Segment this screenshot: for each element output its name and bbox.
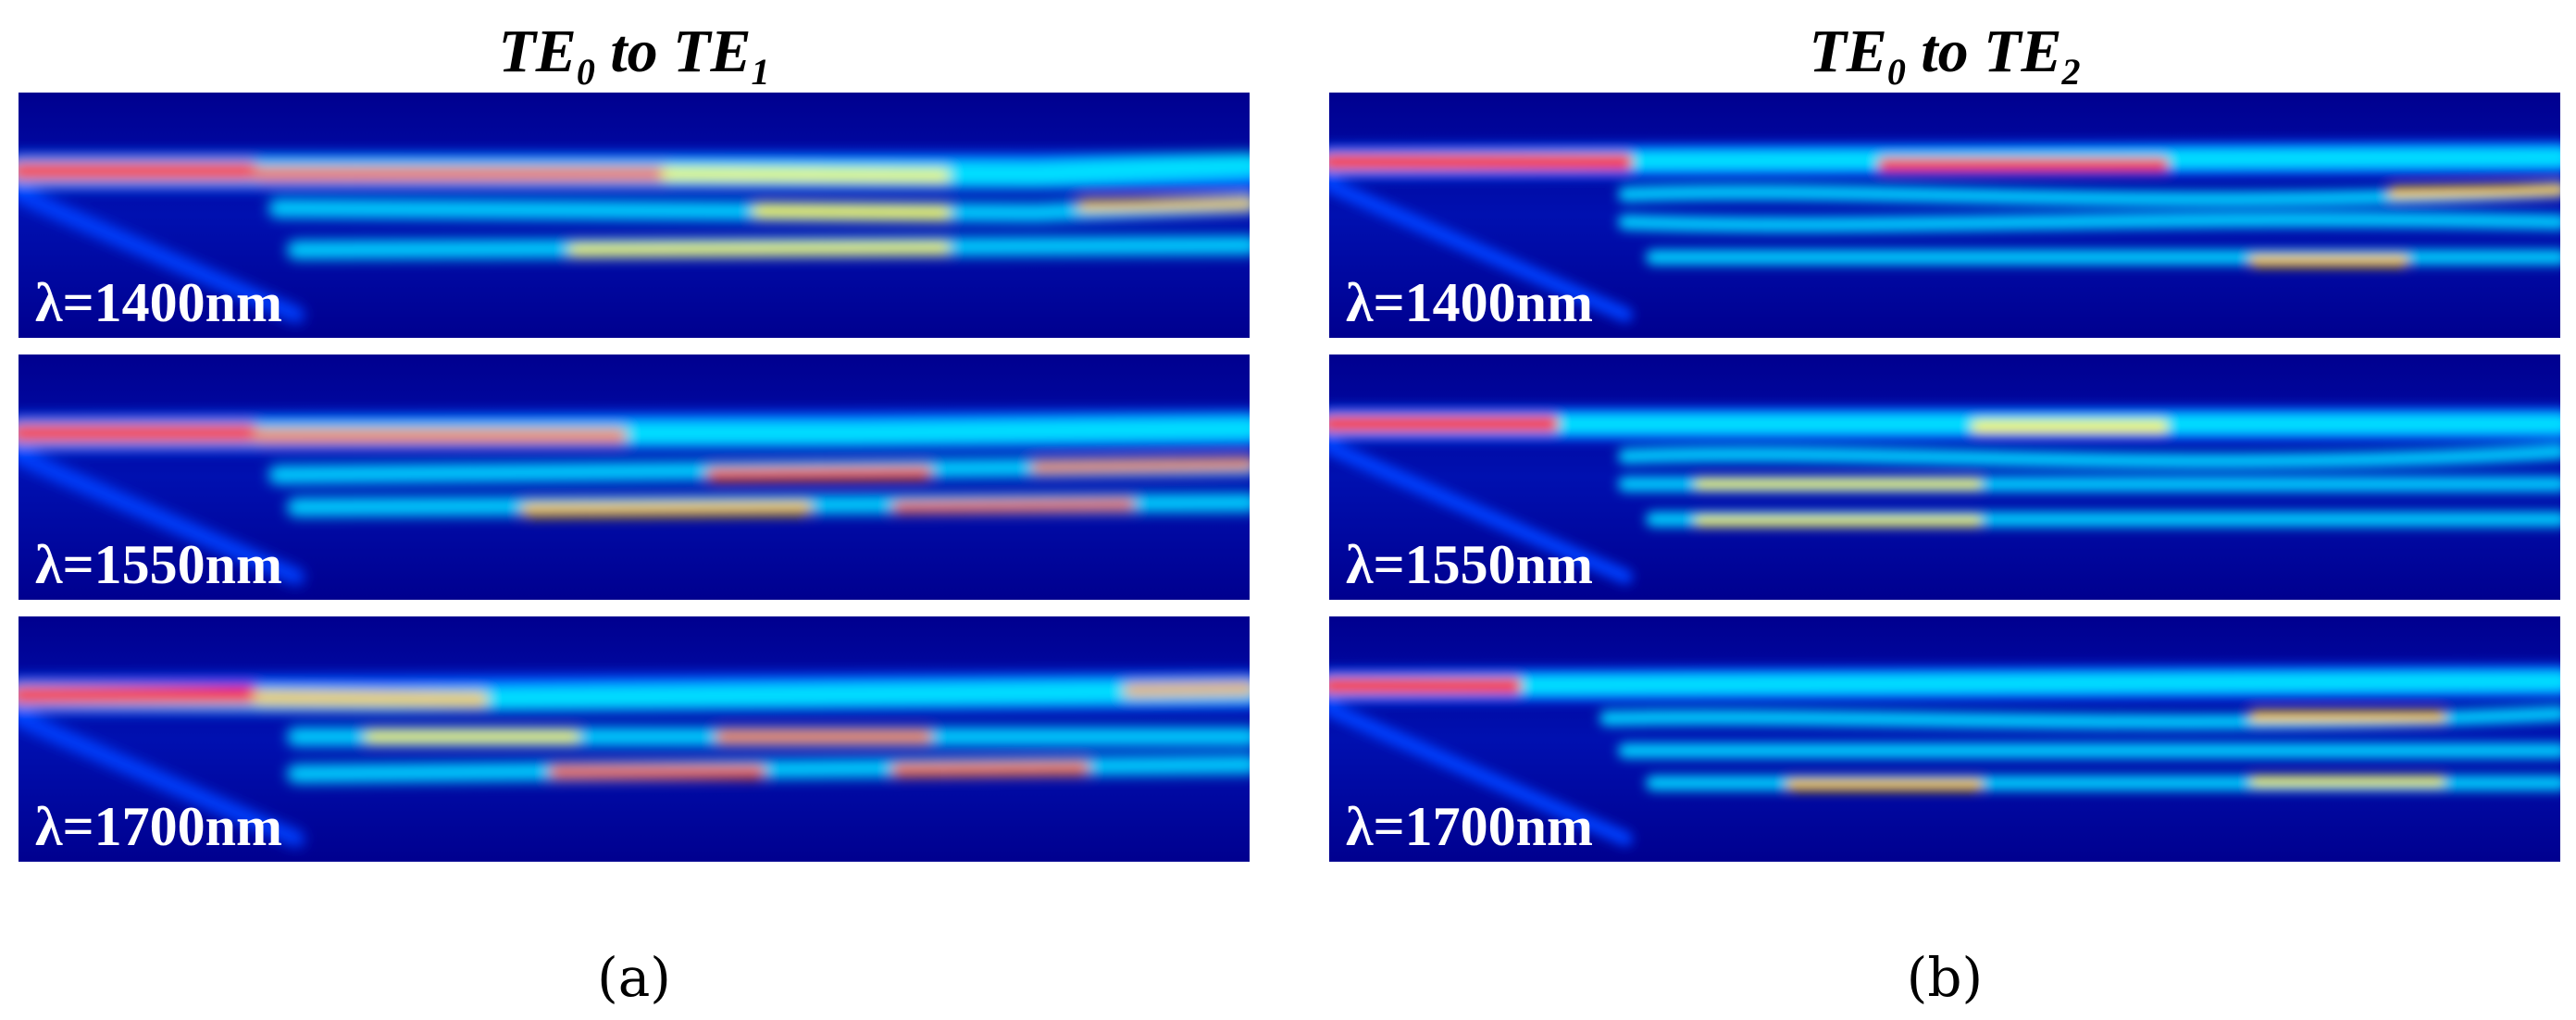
field-map-image [19,355,1250,600]
field-map-image [19,616,1250,862]
column-a-title: TE0 to TE1 [498,18,770,93]
wavelength-label: λ=1400nm [1346,272,1594,333]
field-map-b-1700nm: λ=1700nm [1329,616,2560,862]
column-b-title: TE0 to TE2 [1809,18,2081,93]
field-map-image [1329,616,2560,862]
field-map-b-1550nm: λ=1550nm [1329,355,2560,600]
field-map-a-1700nm: λ=1700nm [19,616,1250,862]
field-map-image [1329,93,2560,338]
field-map-a-1550nm: λ=1550nm [19,355,1250,600]
field-map-image [19,93,1250,338]
caption-b: (b) [1906,946,1984,1009]
field-map-a-1400nm: λ=1400nm [19,93,1250,338]
wavelength-label: λ=1550nm [35,534,283,595]
field-map-b-1400nm: λ=1400nm [1329,93,2560,338]
wavelength-label: λ=1700nm [35,796,283,857]
wavelength-label: λ=1700nm [1346,796,1594,857]
wavelength-label: λ=1400nm [35,272,283,333]
caption-a: (a) [597,946,671,1009]
field-map-image [1329,355,2560,600]
wavelength-label: λ=1550nm [1346,534,1594,595]
